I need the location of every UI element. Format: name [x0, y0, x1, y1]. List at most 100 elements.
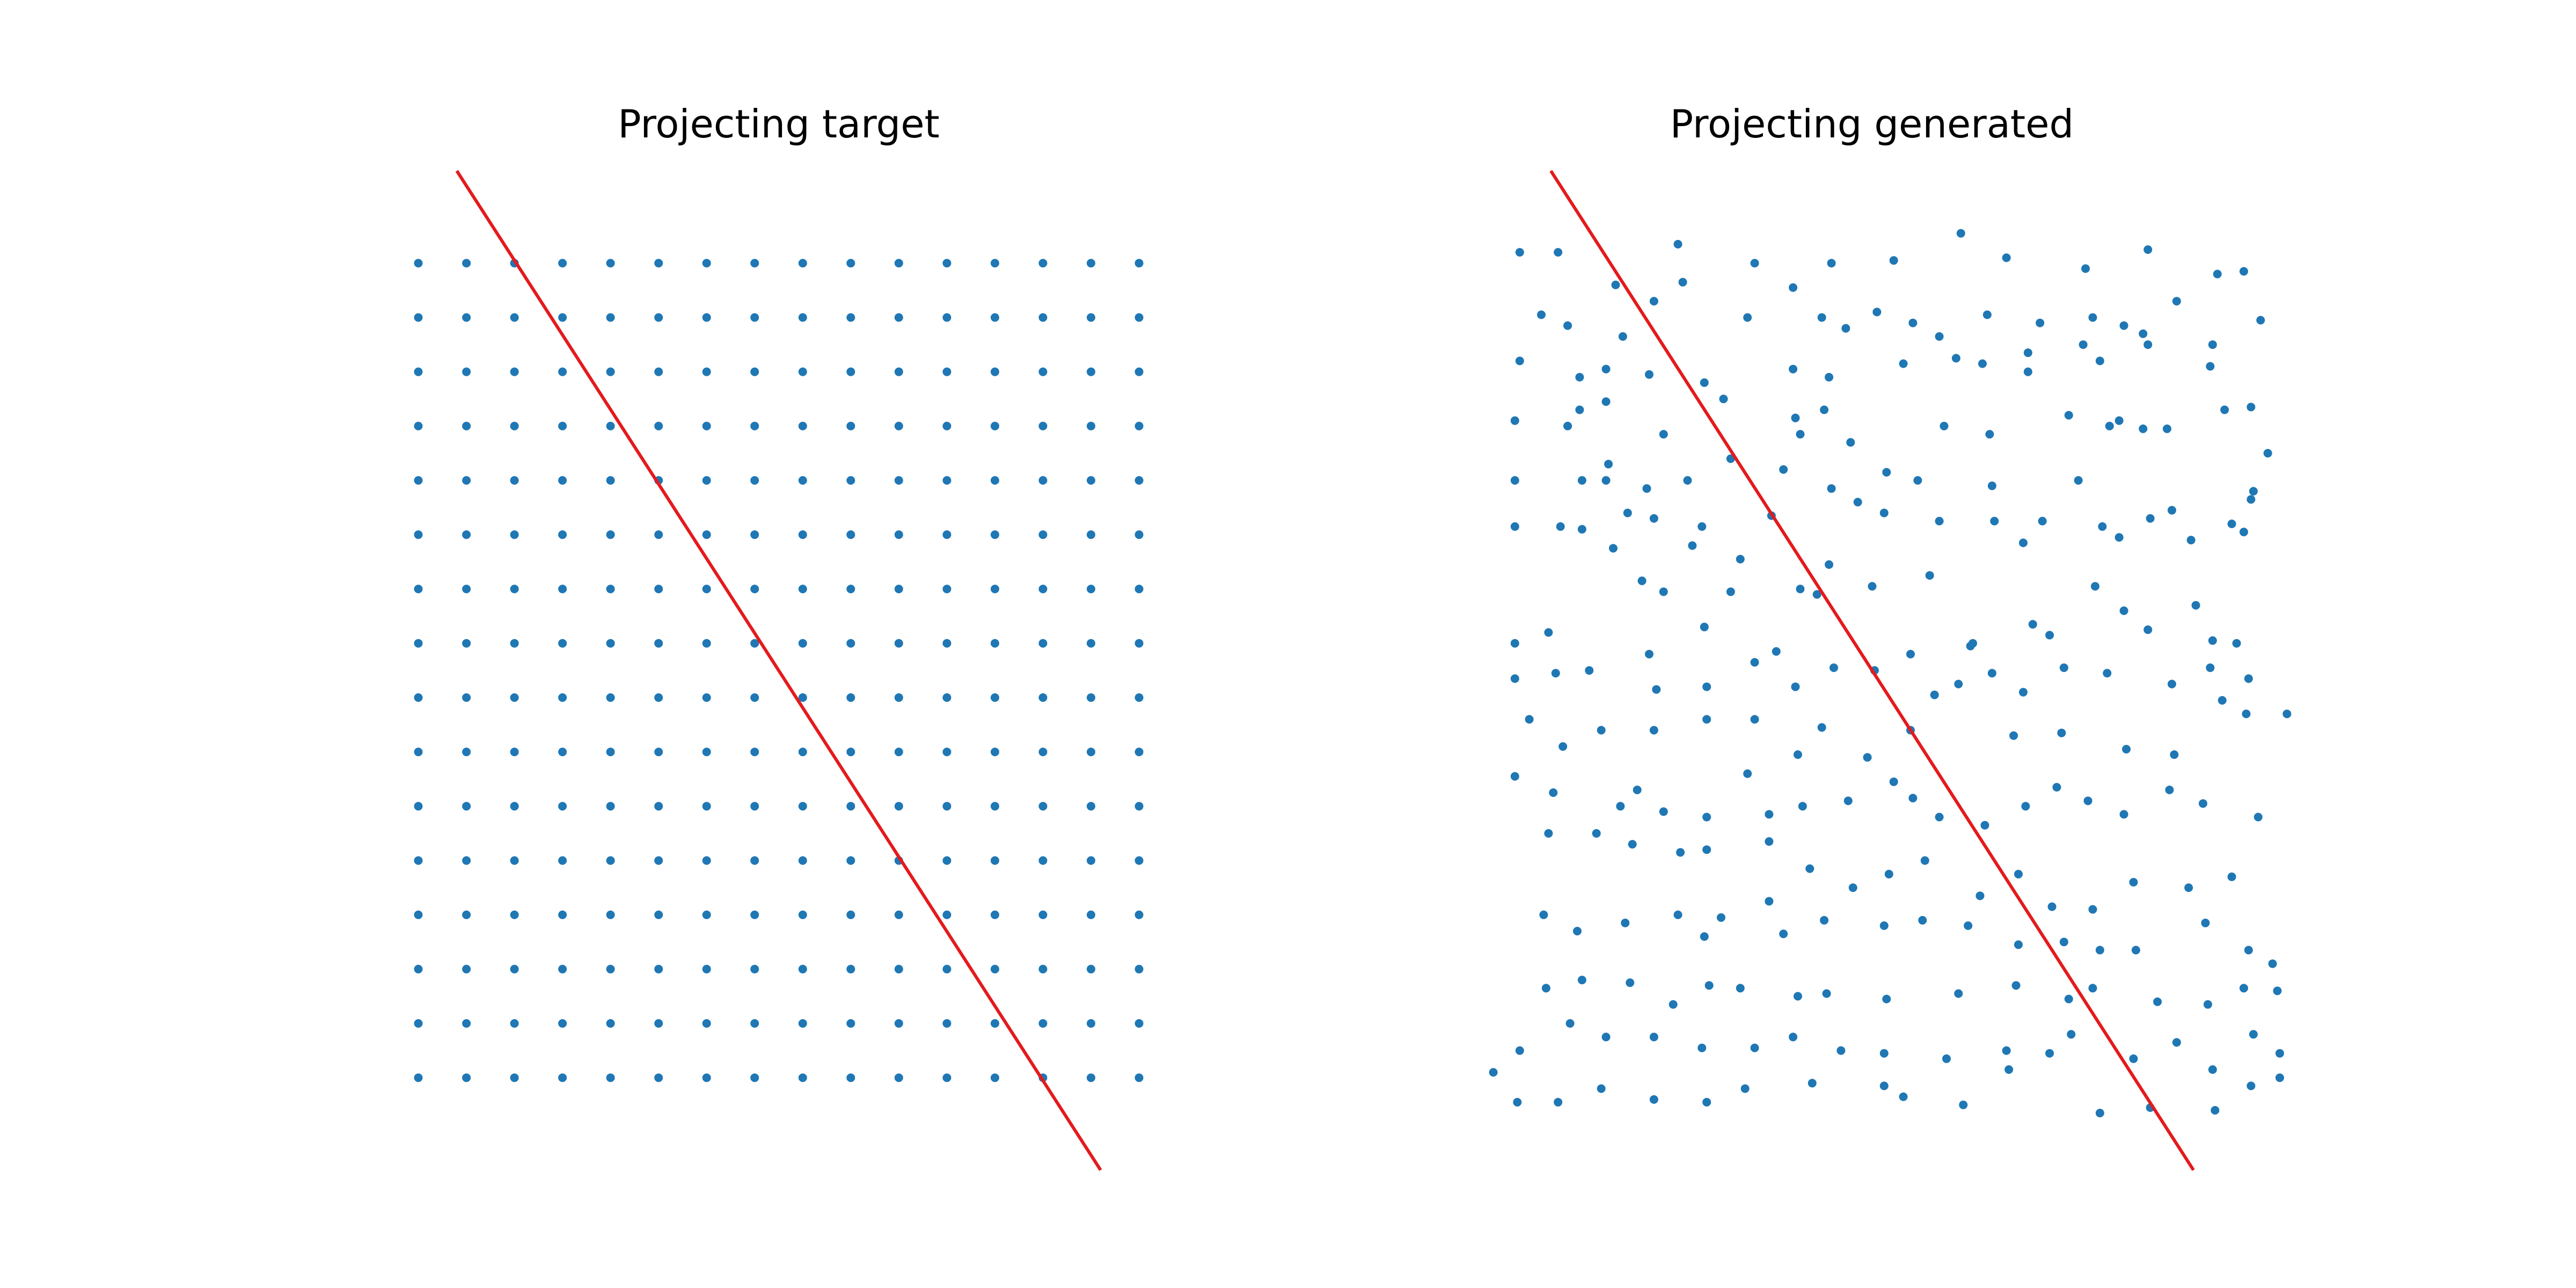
- generated-point: [2002, 253, 2011, 262]
- generated-point: [2206, 362, 2215, 371]
- generated-point: [1575, 372, 1584, 382]
- generated-point: [2273, 986, 2282, 996]
- generated-point: [2143, 340, 2153, 349]
- generated-point: [1700, 623, 1709, 632]
- target-point: [990, 421, 999, 430]
- target-point: [510, 367, 519, 376]
- target-point: [990, 693, 999, 702]
- generated-projection-line-group: [1549, 170, 2195, 1171]
- target-point: [558, 476, 567, 485]
- generated-point: [1889, 777, 1898, 786]
- target-point: [894, 584, 903, 594]
- generated-point: [1879, 1049, 1889, 1058]
- generated-point: [1750, 1043, 1759, 1052]
- target-point: [702, 748, 711, 757]
- target-point: [846, 476, 855, 485]
- generated-point: [1908, 318, 1918, 327]
- target-point: [510, 693, 519, 702]
- generated-point: [1906, 649, 1915, 658]
- target-point: [1086, 1019, 1095, 1028]
- generated-point: [2122, 745, 2131, 753]
- target-point: [1038, 367, 1048, 376]
- target-point: [414, 259, 423, 268]
- target-point: [414, 421, 423, 430]
- generated-point: [1794, 750, 1802, 759]
- target-point: [750, 1073, 759, 1082]
- target-point: [1086, 964, 1095, 974]
- generated-point: [1982, 310, 1992, 319]
- generated-point: [1702, 845, 1711, 854]
- generated-point: [2091, 582, 2099, 591]
- target-point: [798, 964, 807, 974]
- target-point: [414, 802, 423, 811]
- generated-point: [1956, 229, 1965, 238]
- target-point: [558, 910, 567, 919]
- generated-point: [2170, 750, 2179, 759]
- target-point: [846, 367, 855, 376]
- target-point: [1086, 856, 1095, 865]
- target-point: [510, 910, 519, 919]
- generated-point: [1822, 989, 1831, 998]
- target-point: [462, 584, 471, 594]
- target-point: [846, 421, 855, 430]
- target-point: [798, 802, 807, 811]
- generated-point: [1918, 916, 1927, 925]
- target-point: [510, 802, 519, 811]
- target-point: [990, 1019, 999, 1028]
- target-point: [894, 910, 903, 919]
- generated-points: [1489, 229, 2292, 1117]
- target-point: [750, 964, 759, 974]
- generated-point: [2083, 796, 2092, 806]
- generated-point: [1649, 726, 1658, 735]
- generated-point: [2249, 1030, 2258, 1039]
- generated-point: [2088, 905, 2097, 914]
- generated-point: [1642, 484, 1651, 493]
- target-point: [1135, 367, 1144, 376]
- generated-point: [2131, 946, 2140, 955]
- target-point: [798, 910, 807, 919]
- generated-point: [1577, 976, 1586, 985]
- generated-point: [1765, 837, 1774, 846]
- generated-point: [2052, 782, 2061, 792]
- generated-point: [2246, 495, 2256, 504]
- generated-point: [1954, 989, 1963, 998]
- generated-point: [1575, 405, 1584, 414]
- target-point: [462, 530, 471, 539]
- target-point: [462, 259, 471, 268]
- target-point: [414, 910, 423, 919]
- generated-point: [1515, 356, 1524, 365]
- target-point: [750, 367, 759, 376]
- generated-point: [1889, 256, 1898, 265]
- target-point: [414, 856, 423, 865]
- generated-point: [2240, 267, 2248, 276]
- generated-point: [1829, 663, 1838, 672]
- generated-point: [1558, 742, 1568, 751]
- target-point: [750, 693, 759, 702]
- target-point: [702, 964, 711, 974]
- target-point: [702, 802, 711, 811]
- target-point: [750, 639, 759, 648]
- target-point: [846, 856, 855, 865]
- target-point: [894, 748, 903, 757]
- generated-point: [1805, 864, 1814, 873]
- generated-point: [1879, 921, 1889, 930]
- target-point: [462, 802, 471, 811]
- target-point: [846, 802, 855, 811]
- target-point: [1086, 639, 1095, 648]
- target-point: [702, 584, 711, 594]
- generated-point: [2059, 663, 2068, 672]
- generated-point: [1841, 324, 1850, 333]
- target-point: [1135, 259, 1144, 268]
- generated-point: [1554, 1097, 1563, 1107]
- target-point: [462, 856, 471, 865]
- generated-point: [2240, 528, 2248, 537]
- generated-point: [2057, 728, 2066, 737]
- generated-point: [1697, 1043, 1707, 1052]
- target-point: [1038, 530, 1048, 539]
- generated-point: [1702, 1097, 1711, 1107]
- target-point: [558, 584, 567, 594]
- target-point: [990, 748, 999, 757]
- target-point: [894, 964, 903, 974]
- generated-point: [1678, 277, 1687, 287]
- target-point: [942, 421, 952, 430]
